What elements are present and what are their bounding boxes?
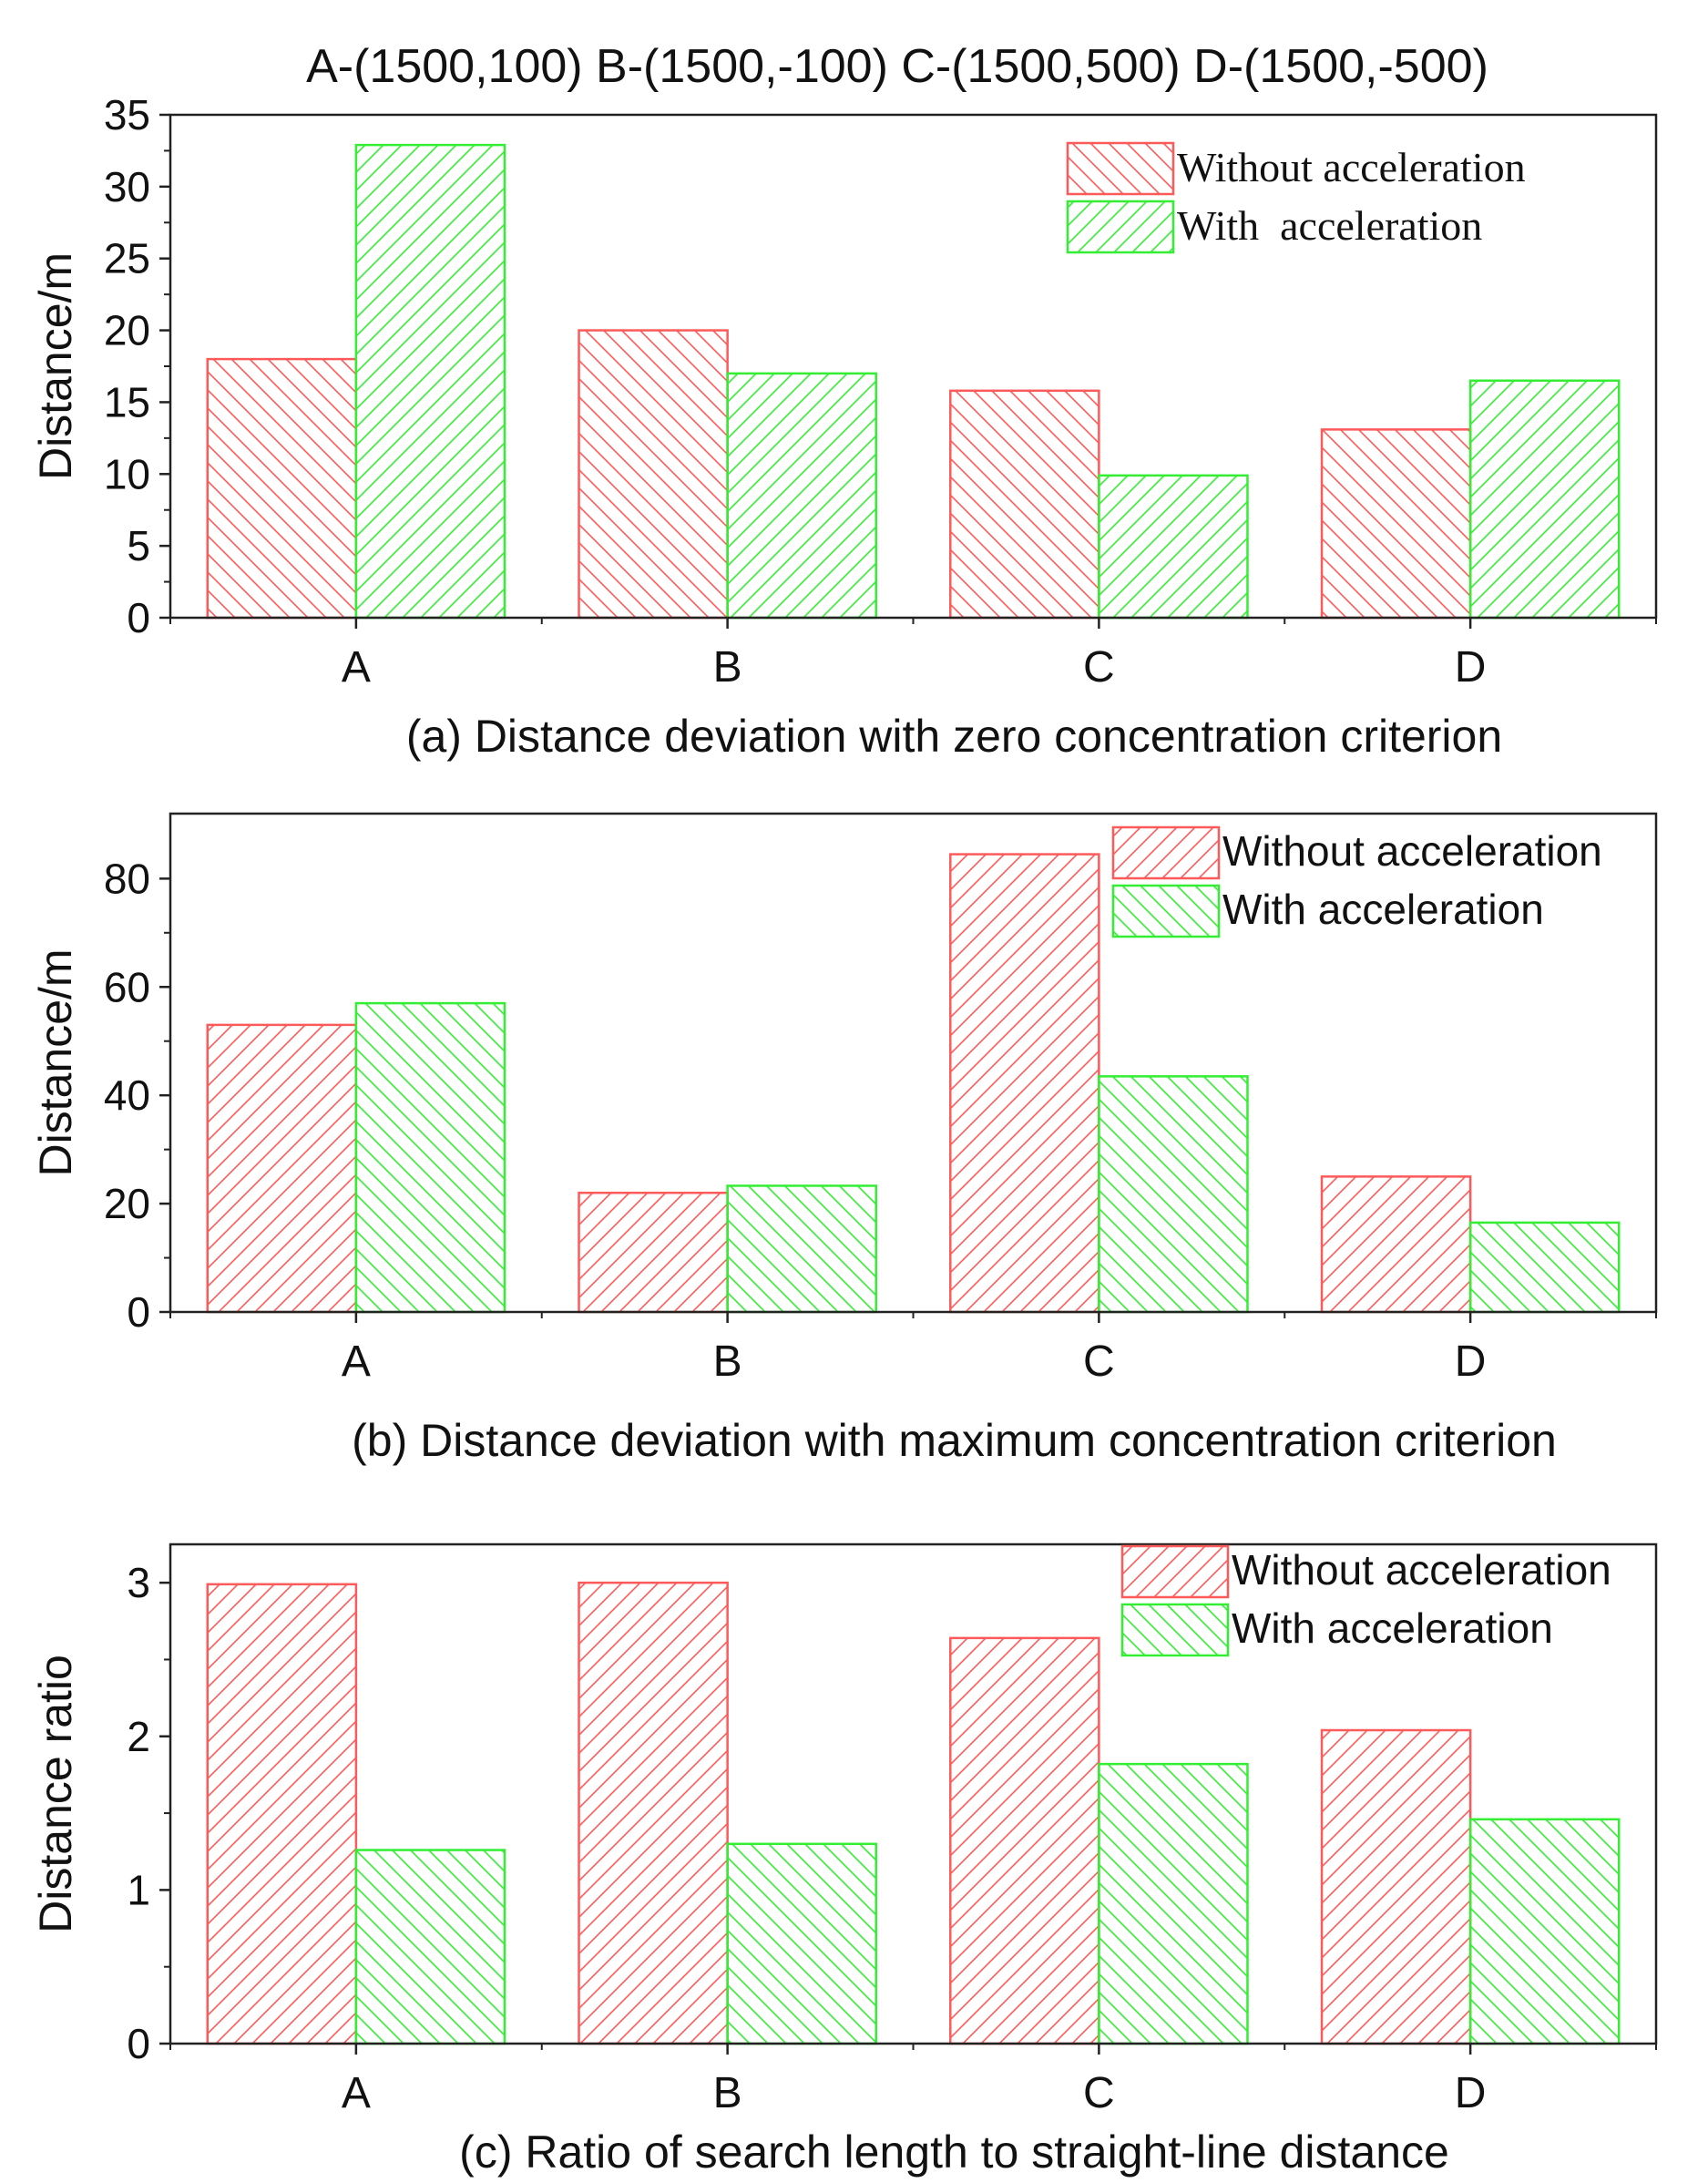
chart-caption: (a) Distance deviation with zero concent…	[406, 711, 1502, 762]
y-tick-label: 0	[127, 1288, 150, 1336]
y-tick-label: 10	[104, 450, 150, 497]
bar-b-without-acceleration	[578, 329, 729, 620]
bar-b-without-acceleration	[578, 1191, 729, 1314]
y-tick-label: 2	[127, 1713, 150, 1760]
x-tick-label-d: D	[1455, 2069, 1487, 2117]
legend-swatch-without-acceleration	[1120, 1544, 1230, 1599]
legend-label-without-acceleration: Without acceleration	[1232, 1546, 1611, 1594]
chart-caption: (b) Distance deviation with maximum conc…	[352, 1415, 1557, 1466]
bar-d-without-acceleration	[1320, 1728, 1472, 2045]
y-axis-label: Distance/m	[30, 948, 81, 1176]
x-tick-label-d: D	[1455, 643, 1487, 692]
bar-a-with-acceleration	[354, 1849, 506, 2045]
y-tick-label: 5	[127, 522, 150, 569]
bar-c-with-acceleration	[1098, 474, 1249, 620]
y-tick-label: 1	[127, 1866, 150, 1913]
bar-c-without-acceleration	[949, 1636, 1100, 2045]
bar-c-with-acceleration	[1098, 1762, 1249, 2045]
bar-d-without-acceleration	[1320, 1175, 1472, 1314]
legend-swatch-with-acceleration	[1120, 1603, 1230, 1657]
bar-d-without-acceleration	[1320, 428, 1472, 620]
bar-a-without-acceleration	[206, 1023, 358, 1314]
bar-d-with-acceleration	[1468, 379, 1621, 620]
bar-c-with-acceleration	[1098, 1075, 1249, 1314]
bar-b-with-acceleration	[726, 372, 877, 620]
x-tick-label-c: C	[1083, 643, 1115, 692]
y-tick-label: 20	[104, 307, 150, 354]
bar-c-without-acceleration	[949, 389, 1100, 620]
x-tick-label-c: C	[1083, 2069, 1115, 2117]
bar-a-with-acceleration	[354, 143, 506, 620]
y-axis-label: Distance/m	[30, 252, 81, 480]
figure-title: A-(1500,100) B-(1500,-100) C-(1500,500) …	[306, 40, 1488, 93]
bar-b-with-acceleration	[726, 1184, 877, 1314]
x-tick-label-b: B	[713, 643, 742, 692]
legend-label-with-acceleration: With acceleration	[1232, 1604, 1553, 1652]
x-tick-label-a: A	[342, 2069, 371, 2117]
bar-c-without-acceleration	[949, 853, 1100, 1314]
chart-panel-a: 0 5 10 15 20 25 30 35 A B C D Distance/m (a) Distance…	[30, 91, 1658, 762]
y-tick-label: 60	[104, 963, 150, 1010]
legend-label-without-acceleration: Without acceleration	[1177, 144, 1526, 190]
legend-swatch-without-acceleration	[1111, 825, 1221, 880]
y-tick-label: 20	[104, 1180, 150, 1227]
legend-label-with-acceleration: With acceleration	[1177, 202, 1482, 249]
chart-caption: (c) Ratio of search length to straight-l…	[459, 2127, 1449, 2178]
y-tick-label: 30	[104, 163, 150, 210]
y-axis-label: Distance ratio	[30, 1655, 81, 1933]
x-tick-label-d: D	[1455, 1337, 1487, 1386]
legend-swatch-with-acceleration	[1111, 884, 1221, 938]
legend-swatch-with-acceleration	[1066, 200, 1175, 254]
x-tick-label-c: C	[1083, 1337, 1115, 1386]
y-tick-label: 80	[104, 855, 150, 902]
legend-label-without-acceleration: Without acceleration	[1222, 827, 1602, 875]
bar-a-without-acceleration	[206, 357, 358, 620]
x-tick-label-a: A	[342, 643, 371, 692]
y-tick-label: 25	[104, 235, 150, 282]
y-tick-label: 40	[104, 1071, 150, 1119]
legend-label-with-acceleration: With acceleration	[1222, 886, 1544, 933]
bar-a-without-acceleration	[206, 1583, 358, 2045]
y-tick-label: 3	[127, 1559, 150, 1606]
chart-panel-c: 0 1 2 3 A B C D Distance ratio (c) Ratio of searc…	[30, 1542, 1658, 2178]
y-tick-label: 0	[127, 2020, 150, 2067]
legend-swatch-without-acceleration	[1066, 141, 1175, 196]
bar-b-with-acceleration	[726, 1842, 877, 2045]
x-tick-label-b: B	[713, 2069, 742, 2117]
bar-a-with-acceleration	[354, 1001, 506, 1314]
chart-panel-b: 0 20 40 60 80 A B C D Distance/m (b) Distance devi…	[30, 812, 1658, 1466]
x-tick-label-a: A	[342, 1337, 371, 1386]
y-tick-label: 35	[104, 91, 150, 138]
bar-d-with-acceleration	[1468, 1818, 1621, 2045]
bar-b-without-acceleration	[578, 1581, 729, 2045]
y-tick-label: 0	[127, 594, 150, 641]
y-tick-label: 15	[104, 378, 150, 425]
bar-d-with-acceleration	[1468, 1221, 1621, 1314]
x-tick-label-b: B	[713, 1337, 742, 1386]
